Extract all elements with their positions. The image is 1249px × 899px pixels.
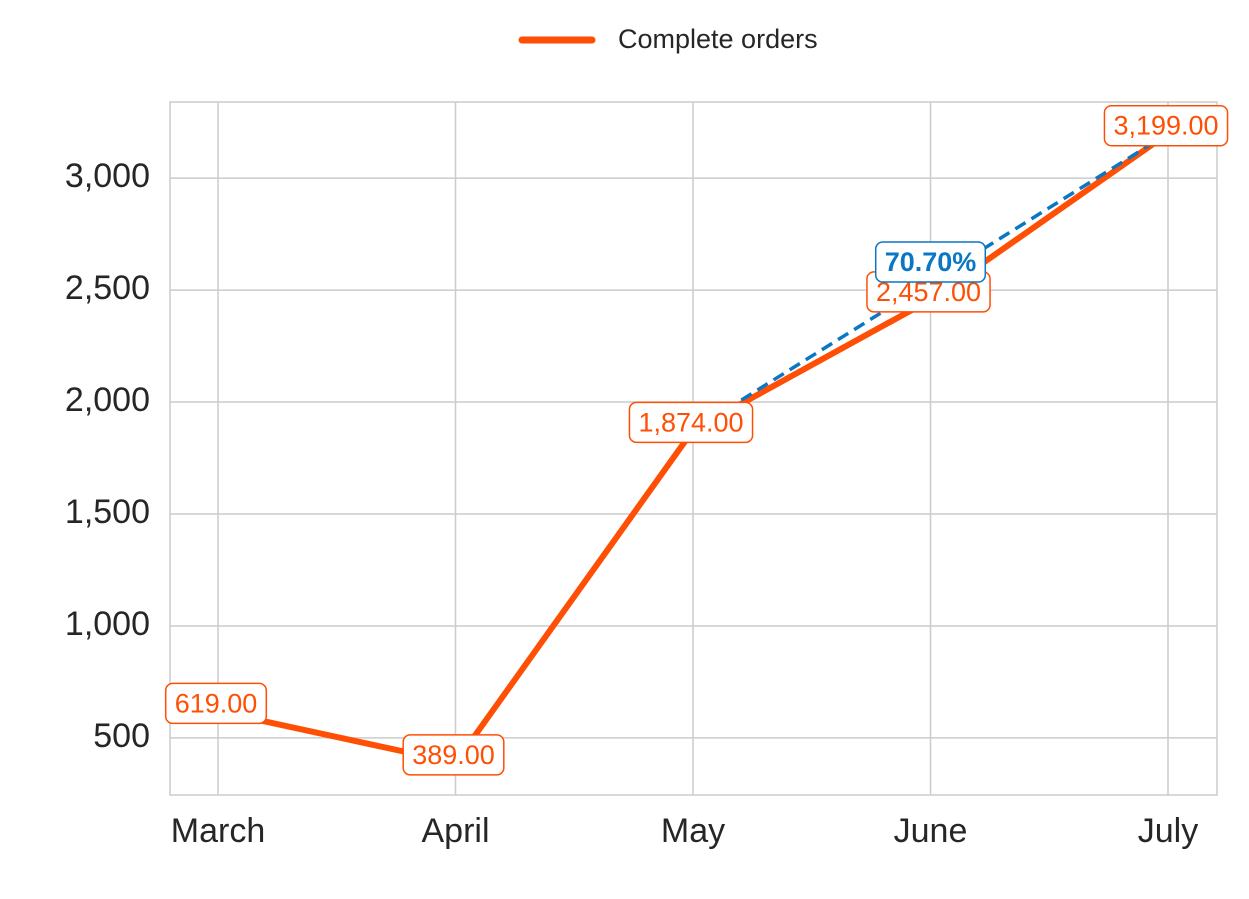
y-tick-label: 2,000 xyxy=(65,381,150,419)
y-tick-label: 1,500 xyxy=(65,493,150,531)
data-label-box xyxy=(164,682,268,725)
y-tick-label: 1,000 xyxy=(65,605,150,643)
annotation-label: 70.70% xyxy=(885,247,977,277)
annotation-label: 70.70% xyxy=(874,241,987,283)
data-label: 1,874.00 xyxy=(638,407,743,437)
legend-label: Complete orders xyxy=(618,24,818,54)
data-label: 619.00 xyxy=(175,688,258,718)
data-label: 389.00 xyxy=(412,740,495,770)
y-tick-label: 3,000 xyxy=(65,157,150,195)
x-tick-label: June xyxy=(894,812,968,850)
annotation-line xyxy=(692,132,1169,432)
data-label-box xyxy=(1103,104,1229,147)
x-tick-label: April xyxy=(421,812,489,850)
data-label: 3,199.00 xyxy=(1103,104,1229,147)
data-label: 619.00 xyxy=(164,682,268,725)
annotation-label-box xyxy=(874,241,987,283)
data-label-box xyxy=(628,401,754,444)
y-tick-label: 2,500 xyxy=(65,269,150,307)
x-tick-label: May xyxy=(661,812,725,850)
x-tick-label: March xyxy=(171,812,265,850)
data-label-box xyxy=(402,734,505,776)
x-tick-label: July xyxy=(1138,812,1198,850)
data-label: 389.00 xyxy=(402,734,505,776)
data-label: 3,199.00 xyxy=(1113,111,1218,141)
data-label: 1,874.00 xyxy=(628,401,754,444)
y-tick-label: 500 xyxy=(93,717,150,755)
